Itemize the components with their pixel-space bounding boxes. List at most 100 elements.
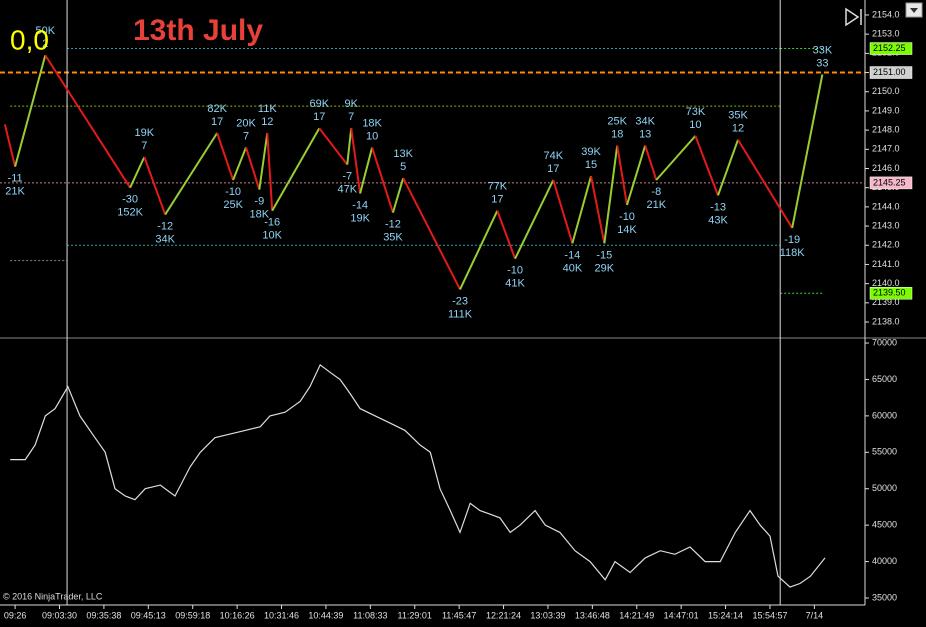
swing-count: -15 xyxy=(596,249,612,261)
swing-count: 17 xyxy=(491,194,503,206)
swing-volume: 34K xyxy=(155,233,175,245)
price-marker-label: 2151.00 xyxy=(873,67,906,77)
zigzag-segment xyxy=(371,147,394,213)
zigzag-segment xyxy=(258,132,269,190)
swing-volume: 118K xyxy=(780,247,806,259)
swing-volume: 18K xyxy=(250,209,270,221)
y-tick-label: 2150.0 xyxy=(872,86,900,96)
swing-count: 17 xyxy=(547,163,559,175)
zigzag-segment xyxy=(232,147,247,181)
x-tick-label: 14:21:49 xyxy=(619,610,654,620)
swing-volume: 25K xyxy=(607,115,627,127)
zigzag-segment xyxy=(164,132,218,216)
price-marker xyxy=(869,286,913,300)
swing-count: 7 xyxy=(141,140,147,152)
copyright: © 2016 NinjaTrader, LLC xyxy=(3,591,103,601)
scroll-button[interactable] xyxy=(905,2,923,18)
zigzag-segment xyxy=(266,132,274,211)
y-tick-label: 2139.0 xyxy=(872,297,900,307)
zigzag-segment xyxy=(571,175,592,244)
swing-volume: 13K xyxy=(393,148,413,160)
swing-volume: 111K xyxy=(448,308,473,320)
zigzag-segment xyxy=(694,135,719,196)
swing-count: -7 xyxy=(342,171,352,183)
price-marker-label: 2152.25 xyxy=(873,43,906,53)
y-tick-label: 65000 xyxy=(872,374,897,384)
swing-volume: 43K xyxy=(708,214,728,226)
zigzag-segment xyxy=(590,175,606,244)
zigzag-segment xyxy=(216,132,235,181)
swing-count: 13 xyxy=(639,128,651,140)
swing-volume: 11K xyxy=(258,103,277,115)
swing-volume: 39K xyxy=(581,146,601,158)
x-tick-label: 11:08:33 xyxy=(353,610,387,620)
x-tick-label: 11:45:47 xyxy=(442,610,476,620)
zigzag-segment xyxy=(626,145,647,206)
swing-count: -14 xyxy=(352,199,368,211)
zigzag-segment xyxy=(350,128,362,194)
swing-count: -12 xyxy=(385,219,401,231)
swing-volume: 19K xyxy=(135,127,155,139)
y-tick-label: 55000 xyxy=(872,447,897,457)
y-tick-label: 2149.0 xyxy=(872,105,900,115)
play-end-icon[interactable] xyxy=(845,7,862,27)
zigzag-segment xyxy=(14,55,47,167)
swing-volume: 152K xyxy=(117,207,143,219)
zigzag-segment xyxy=(143,156,167,215)
zigzag-segment xyxy=(3,124,17,167)
corner-label: 0,0 xyxy=(10,24,49,55)
swing-count: 17 xyxy=(313,111,325,123)
swing-volume: 21K xyxy=(647,199,667,211)
x-tick-label: 13:46:48 xyxy=(575,610,610,620)
zigzag-segment xyxy=(129,156,146,189)
zigzag-segment xyxy=(44,54,131,189)
y-tick-label: 2138.0 xyxy=(872,316,900,326)
swing-volume: 74K xyxy=(543,150,563,162)
swing-count: 10 xyxy=(689,119,701,131)
y-tick-label: 40000 xyxy=(872,556,897,566)
zigzag-segment xyxy=(737,139,794,229)
x-tick-label: 11:29:01 xyxy=(398,610,432,620)
x-tick-label: 7/14 xyxy=(806,610,824,620)
swing-volume: 29K xyxy=(595,262,615,274)
swing-count: -10 xyxy=(619,211,635,223)
swing-volume: 10K xyxy=(262,230,282,242)
x-tick-label: 10:31:46 xyxy=(264,610,299,620)
swing-count: -30 xyxy=(122,194,138,206)
y-tick-label: 2148.0 xyxy=(872,124,900,134)
swing-count: -13 xyxy=(710,201,726,213)
swing-volume: 33K xyxy=(813,44,833,56)
y-tick-label: 50000 xyxy=(872,483,897,493)
y-tick-label: 2154.0 xyxy=(872,9,900,19)
swing-count: -23 xyxy=(452,295,468,307)
swing-count: -12 xyxy=(157,220,173,232)
swing-volume: 35K xyxy=(728,110,748,122)
zigzag-segment xyxy=(655,135,697,181)
price-marker-label: 2145.25 xyxy=(873,177,906,187)
zigzag-segment xyxy=(514,179,555,260)
swing-count: 15 xyxy=(585,159,597,171)
swing-count: 7 xyxy=(348,111,354,123)
x-tick-label: 09:03:30 xyxy=(42,610,77,620)
y-tick-label: 70000 xyxy=(872,337,897,347)
x-tick-label: 15:24:14 xyxy=(708,610,743,620)
swing-count: 10 xyxy=(366,130,378,142)
y-tick-label: 45000 xyxy=(872,520,897,530)
x-tick-label: 13:03:39 xyxy=(530,610,565,620)
price-marker-label: 2139.50 xyxy=(873,288,906,298)
zigzag-segment xyxy=(616,145,628,206)
y-tick-label: 35000 xyxy=(872,592,897,602)
swing-volume: 35K xyxy=(383,232,403,244)
y-tick-label: 2140.0 xyxy=(872,278,900,288)
swing-volume: 77K xyxy=(488,181,508,193)
zigzag-segment xyxy=(346,128,353,165)
price-marker xyxy=(869,66,913,79)
swing-volume: 9K xyxy=(345,98,359,110)
swing-volume: 19K xyxy=(350,212,370,224)
x-tick-label: 10:16:26 xyxy=(220,610,255,620)
x-tick-label: 09:45:13 xyxy=(131,610,166,620)
zigzag-segment xyxy=(496,210,517,260)
price-marker xyxy=(869,176,913,190)
